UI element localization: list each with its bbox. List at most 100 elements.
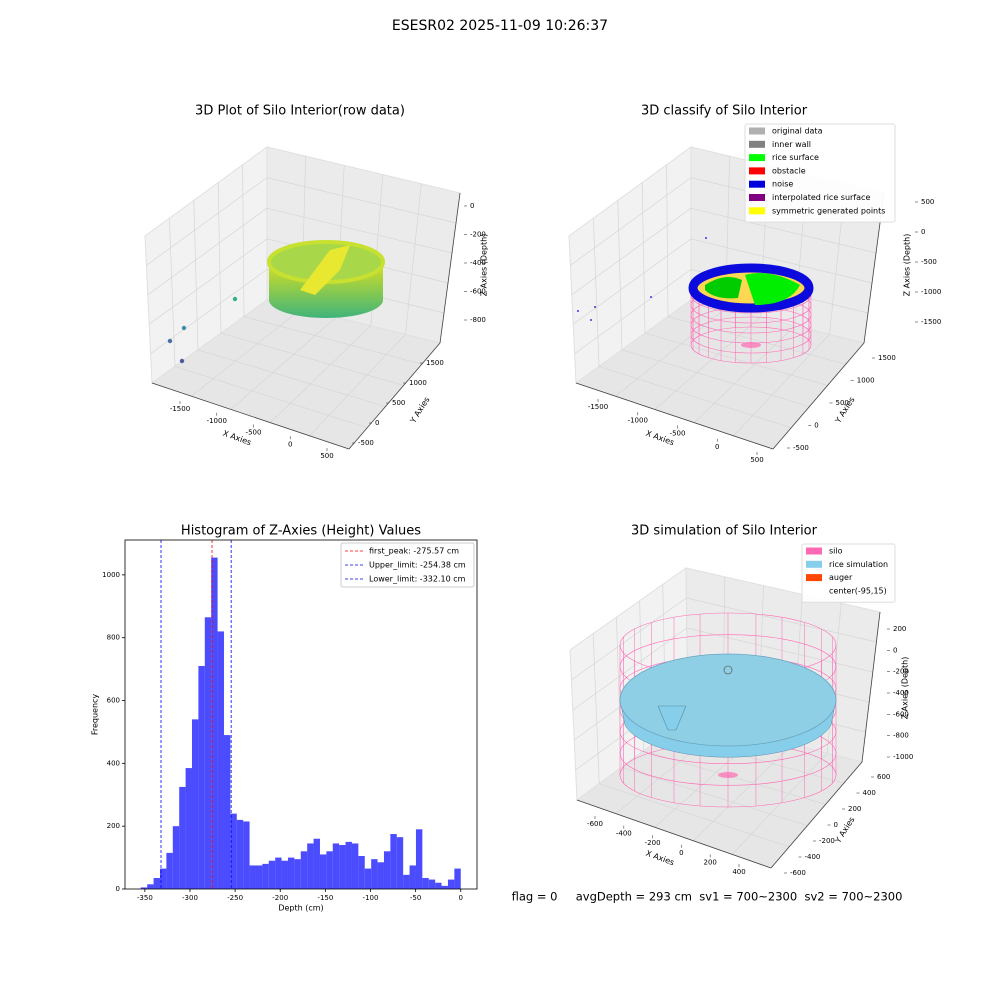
- z-tick-label: -800: [470, 316, 486, 324]
- axis-label: Y Axies: [408, 395, 432, 425]
- z-tick-label: -400: [893, 689, 909, 697]
- bar: [415, 829, 423, 889]
- legend-box: [744, 123, 896, 223]
- bar: [307, 843, 314, 889]
- pane-grid: [242, 164, 245, 317]
- bar: [326, 851, 333, 889]
- x-tick-label: -200: [645, 839, 661, 847]
- panel-title: 3D classify of Silo Interior: [641, 104, 808, 119]
- pane-grid: [641, 182, 646, 334]
- bar: [358, 856, 365, 889]
- bar: [332, 843, 340, 889]
- legend-swatch: [749, 207, 765, 215]
- y-tick-label: 400: [863, 789, 876, 797]
- pane-grid: [570, 177, 692, 266]
- bar: [422, 878, 429, 889]
- legend-swatch: [806, 587, 822, 595]
- legend-box: [340, 542, 475, 588]
- bar: [441, 885, 448, 889]
- bar: [262, 863, 269, 889]
- bar: [403, 874, 410, 889]
- z-tick-label: -1000: [893, 753, 913, 761]
- bar: [249, 865, 256, 889]
- legend-label: obstacle: [772, 166, 806, 175]
- z-tick-label: -1500: [921, 318, 941, 326]
- x-tick-label: -350: [137, 894, 153, 902]
- bar: [454, 868, 461, 889]
- axis-label: Z Axies (Depth): [901, 657, 910, 720]
- bar: [243, 821, 250, 889]
- bar: [287, 857, 295, 889]
- pane-grid: [191, 308, 302, 397]
- x-tick-label: 500: [750, 456, 763, 464]
- legend-label: auger: [829, 573, 853, 582]
- pane-grid: [598, 366, 792, 429]
- pane-grid: [733, 334, 830, 437]
- axis-label: Y Axies: [833, 815, 857, 845]
- pane-grid: [572, 238, 692, 325]
- axis-line: [770, 761, 863, 869]
- bar: [140, 887, 148, 889]
- y-tick-label: 1000: [409, 379, 427, 387]
- bar: [447, 879, 455, 889]
- noise-point: [179, 358, 185, 364]
- z-tick-label: 500: [921, 198, 934, 206]
- bar: [159, 868, 167, 889]
- bar: [319, 854, 327, 889]
- z-tick-label: -500: [921, 258, 937, 266]
- pane-grid: [405, 183, 422, 335]
- pane-grid: [686, 627, 873, 673]
- y-tick-label: 0: [834, 821, 838, 829]
- y-tick-label: 200: [107, 822, 120, 830]
- x-tick-label: -300: [182, 894, 198, 902]
- z-tick-label: 200: [893, 625, 906, 633]
- pane-grid: [572, 627, 688, 711]
- x-tick-label: 0: [679, 849, 683, 857]
- pane-grid: [174, 366, 368, 429]
- z-tick-label: -600: [470, 288, 486, 296]
- bar: [198, 665, 205, 889]
- y-tick-label: 400: [107, 759, 120, 767]
- legend-label: interpolated rice surface: [772, 193, 870, 202]
- legend-label: Upper_limit: -254.38 cm: [369, 561, 466, 570]
- plot-frame: [124, 539, 478, 890]
- bar: [179, 786, 186, 889]
- z-tick-label: 0: [893, 646, 897, 654]
- pane-grid: [599, 783, 790, 848]
- axis-line: [439, 192, 461, 344]
- x-tick-label: -600: [587, 820, 603, 828]
- cloud-surface: [745, 272, 800, 305]
- legend-swatch: [749, 167, 765, 175]
- pane-grid: [616, 617, 622, 768]
- y-axis-label: Frequency: [91, 694, 100, 736]
- legend-swatch: [749, 127, 765, 135]
- bar: [211, 557, 218, 889]
- pane-grid: [690, 238, 873, 284]
- bar: [339, 845, 346, 889]
- noise-point: [705, 237, 707, 239]
- z-tick-label: -200: [893, 668, 909, 676]
- noise-point: [590, 319, 592, 321]
- pane-grid: [621, 349, 810, 407]
- legend-label: original data: [772, 127, 823, 136]
- legend-box: [801, 543, 896, 603]
- x-tick-label: -500: [670, 430, 686, 438]
- z-tick-label: -1000: [921, 288, 941, 296]
- pane-grid: [146, 177, 268, 266]
- bar: [191, 719, 199, 889]
- y-tick-label: -200: [819, 837, 835, 845]
- y-tick-label: -400: [805, 853, 821, 861]
- axis-label: Z Axies (Depth): [903, 234, 912, 297]
- pane-grid: [690, 207, 877, 254]
- x-tick-label: -1500: [588, 403, 608, 411]
- legend-swatch: [806, 560, 822, 568]
- legend-label: noise: [772, 180, 793, 189]
- bar: [351, 843, 359, 889]
- z-tick-label: -200: [470, 231, 486, 239]
- bar: [313, 838, 320, 889]
- wire-spot: [741, 342, 761, 348]
- y-tick-label: -600: [790, 869, 806, 877]
- legend-swatch: [749, 154, 765, 162]
- bar: [371, 859, 378, 889]
